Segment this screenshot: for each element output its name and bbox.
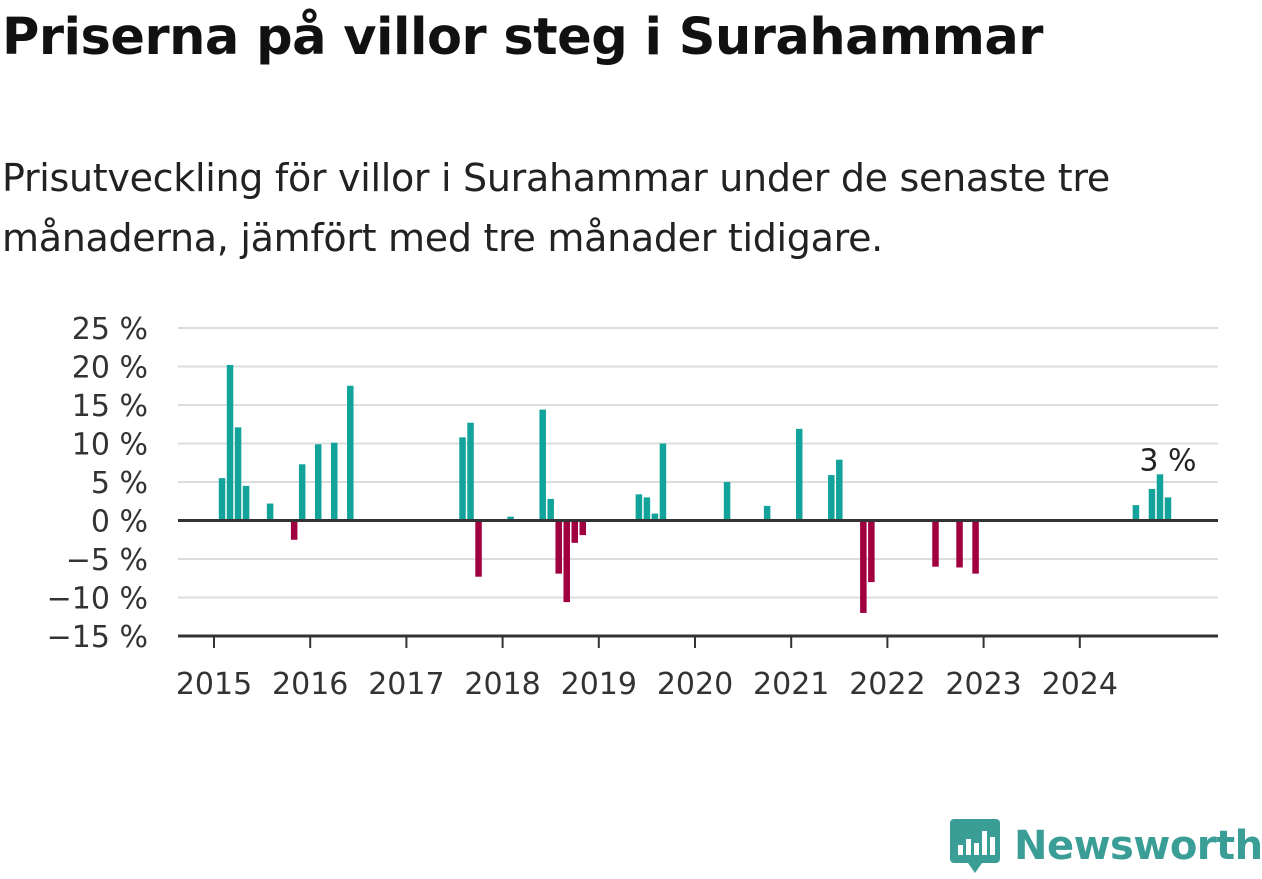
bar [218,478,226,521]
bar [555,520,562,574]
bar [828,475,835,521]
y-tick-label: 10 % [72,428,148,463]
bar [467,422,474,521]
bar [635,494,643,521]
bar [226,364,234,521]
x-tick-label: 2023 [945,667,1021,700]
bar [723,482,731,521]
bar [290,520,298,540]
bar [234,427,242,521]
bar [475,520,482,577]
chart-title: Priserna på villor steg i Surahammar [2,8,1043,67]
bar [643,497,651,521]
bar [298,464,306,521]
bar [459,437,466,521]
bars [218,364,1172,613]
x-tick-label: 2016 [272,667,348,700]
bar [651,513,659,521]
x-tick-label: 2017 [368,667,444,700]
brand-logo: Newsworthy [950,816,1262,876]
y-tick-label: −15 % [47,620,148,655]
bar [547,498,554,521]
x-tick-label: 2018 [464,667,540,700]
y-tick-label: 25 % [72,312,148,347]
bar [932,520,939,567]
annotation-label: 3 % [1139,443,1196,478]
chart-subtitle: Prisutveckling för villor i Surahammar u… [2,156,1110,260]
bar [836,459,843,521]
bar [1148,488,1156,521]
bar-chart: 25 % 20 %15 % 10 %5 % 0 %−5 % −10 %−15 % 201… [47,312,1218,700]
x-tick-label: 2021 [753,667,829,700]
bar [242,485,250,521]
brand-name: Newsworthy [1014,823,1262,869]
x-tick-label: 2022 [849,667,925,700]
bar [860,520,867,613]
bar [659,443,667,521]
bar [539,409,546,521]
x-tick-label: 2024 [1042,667,1118,700]
bar [571,520,578,543]
annotations: 3 % [1136,440,1199,481]
newsworthy-logo-icon [950,819,1000,873]
x-tick-label: 2019 [561,667,637,700]
bar [1132,505,1140,521]
bar [266,503,274,521]
bar [507,516,514,521]
y-tick-label: −5 % [66,543,148,578]
bar [1164,497,1172,521]
y-tick-label: −10 % [47,582,148,617]
bar [1156,474,1164,521]
bar [956,520,963,568]
y-tick-label: 15 % [72,389,148,424]
y-tick-label: 0 % [91,505,148,540]
bar [868,520,875,583]
y-axis-ticks: 25 % 20 %15 % 10 %5 % 0 %−5 % −10 %−15 % [47,312,148,655]
bar [579,520,587,536]
x-tick-label: 2015 [176,667,252,700]
y-tick-label: 5 % [91,466,148,501]
bar [347,385,354,521]
bar [763,505,771,521]
y-tick-label: 20 % [72,351,148,386]
x-axis-ticks: 2015 2016 2017 2018 2019 2020 2021 2022 2023 2024 [176,636,1118,700]
bar [314,444,322,521]
x-tick-label: 2020 [657,667,733,700]
bar [972,520,979,574]
bar [331,442,338,521]
bar [563,520,570,603]
bar [795,428,803,521]
axes [178,519,1218,638]
